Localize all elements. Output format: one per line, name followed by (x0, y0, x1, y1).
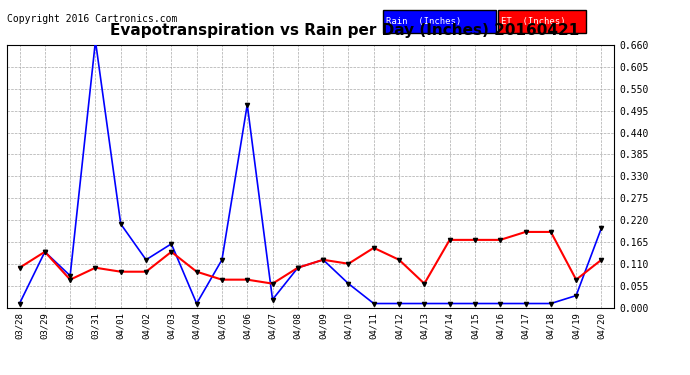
Text: Rain  (Inches): Rain (Inches) (386, 17, 462, 26)
FancyBboxPatch shape (384, 10, 495, 33)
Text: Evapotranspiration vs Rain per Day (Inches) 20160421: Evapotranspiration vs Rain per Day (Inch… (110, 22, 580, 38)
Text: Copyright 2016 Cartronics.com: Copyright 2016 Cartronics.com (7, 14, 177, 24)
FancyBboxPatch shape (497, 10, 586, 33)
Text: ET  (Inches): ET (Inches) (500, 17, 565, 26)
